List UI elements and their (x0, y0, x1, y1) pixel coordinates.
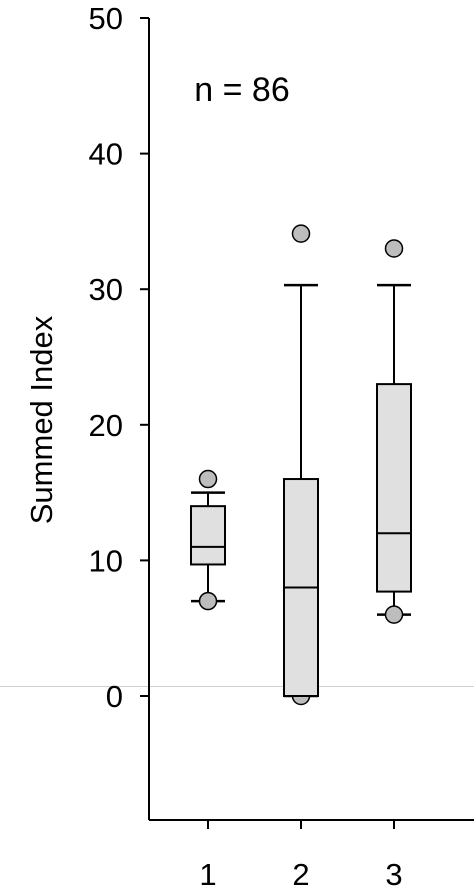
outlier-1-0 (198, 469, 218, 489)
outlier-1-1 (198, 591, 218, 611)
y-tick-label-40: 40 (89, 137, 123, 172)
x-tick-label-3: 3 (385, 857, 402, 892)
y-tick-label-10: 10 (89, 543, 123, 578)
y-tick-label-0: 0 (106, 679, 123, 714)
x-tick-label-2: 2 (292, 857, 309, 892)
sample-size-annotation: n = 86 (194, 71, 289, 109)
y-axis-label: Summed Index (24, 315, 59, 524)
outlier-2-0 (291, 224, 311, 243)
box-3 (376, 383, 412, 593)
y-tick-label-20: 20 (89, 408, 123, 443)
outlier-3-0 (384, 239, 404, 258)
x-tick-label-1: 1 (199, 857, 216, 892)
box-1 (190, 505, 226, 566)
outlier-3-1 (384, 605, 404, 624)
y-tick-label-30: 30 (89, 272, 123, 307)
y-tick-label-50: 50 (89, 1, 123, 36)
